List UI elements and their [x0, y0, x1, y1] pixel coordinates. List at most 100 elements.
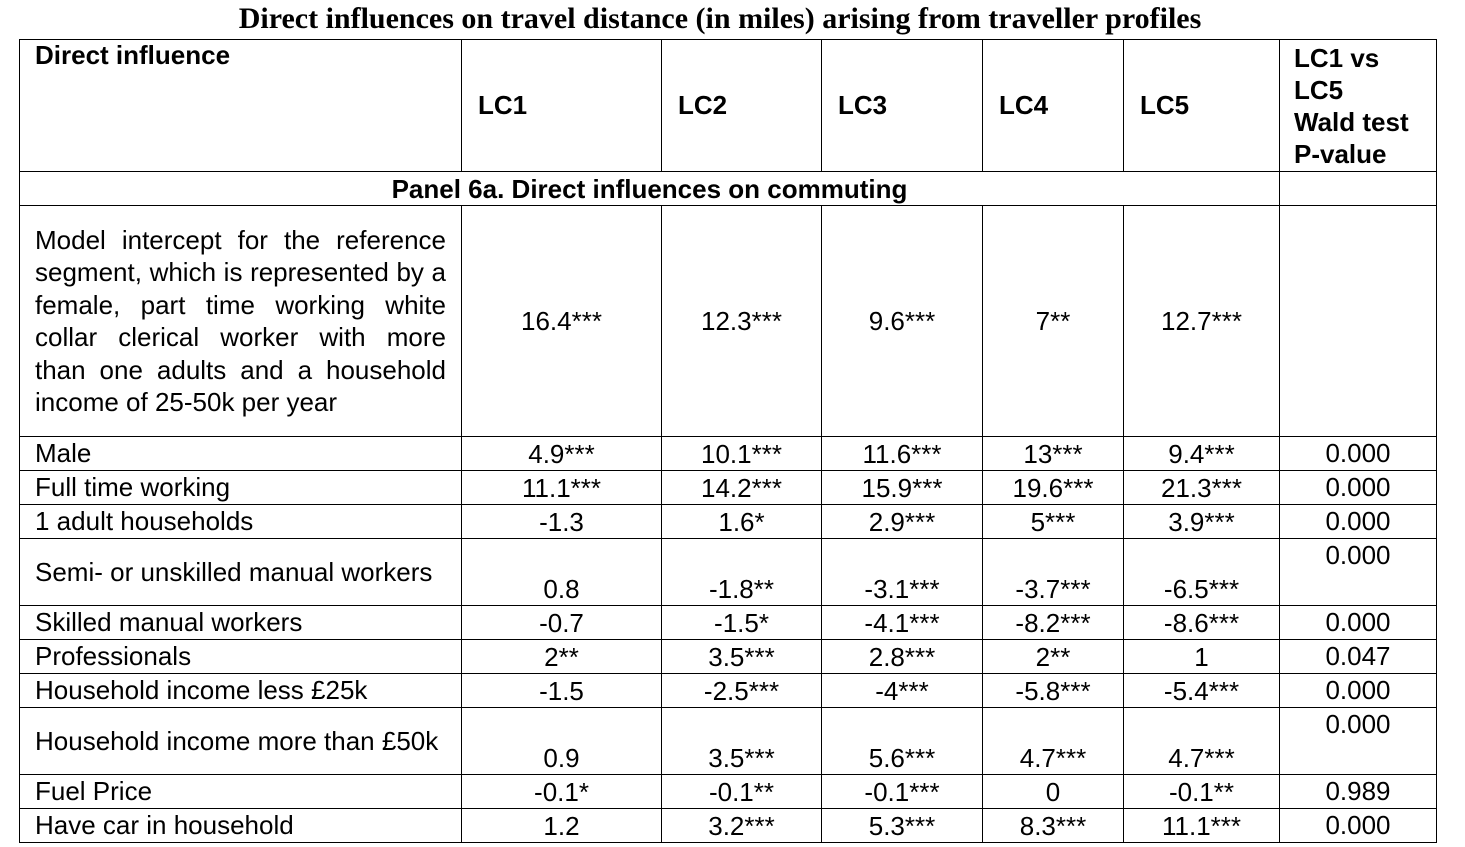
- table-row: Semi- or unskilled manual workers 0.8 -1.8…: [19, 538, 1437, 606]
- cell-lc2: 1.6*: [661, 504, 822, 539]
- table-row: Household income less £25k -1.5 -2.5*** -4*…: [19, 673, 1437, 708]
- cell-lc5: -5.4***: [1123, 673, 1280, 708]
- cell-lc3: 5.3***: [821, 808, 983, 843]
- cell-lc4: 8.3***: [982, 808, 1124, 843]
- cell-lc3: -4.1***: [821, 605, 983, 640]
- cell-lc5: -0.1**: [1123, 774, 1280, 809]
- cell-lc2: 14.2***: [661, 470, 822, 505]
- cell-wald-p-value: 0.000: [1279, 605, 1437, 640]
- table-row: Professionals 2** 3.5*** 2.8*** 2** 1 0.047: [19, 639, 1437, 674]
- cell-wald-p-value: 0.000: [1279, 436, 1437, 471]
- panel-row: Panel 6a. Direct influences on commuting: [19, 171, 1437, 206]
- cell-lc4: -3.7***: [982, 538, 1124, 606]
- cell-lc3: -4***: [821, 673, 983, 708]
- cell-lc2: 3.5***: [661, 639, 822, 674]
- cell-lc4: -5.8***: [982, 673, 1124, 708]
- wald-header-line: P-value: [1294, 138, 1387, 169]
- cell-lc4: 7**: [982, 205, 1124, 437]
- cell-wald-p-value: [1279, 205, 1437, 437]
- header-lc2: LC2: [661, 39, 822, 172]
- header-lc3: LC3: [821, 39, 983, 172]
- cell-wald-p-value: 0.989: [1279, 774, 1437, 809]
- table-row: Full time working 11.1*** 14.2*** 15.9*** 19…: [19, 470, 1437, 505]
- header-lc4: LC4: [982, 39, 1124, 172]
- cell-lc5: 11.1***: [1123, 808, 1280, 843]
- row-label: 1 adult households: [19, 504, 462, 539]
- table-title: Direct influences on travel distance (in…: [238, 2, 1202, 35]
- cell-lc3: 2.9***: [821, 504, 983, 539]
- results-table: Direct influence LC1 LC2 LC3 LC4 LC5 LC1…: [19, 39, 1437, 843]
- cell-lc5: 21.3***: [1123, 470, 1280, 505]
- cell-lc4: 5***: [982, 504, 1124, 539]
- table-row: Household income more than £50k 0.9 3.5***…: [19, 707, 1437, 775]
- table-row: 1 adult households -1.3 1.6* 2.9*** 5*** 3.9*…: [19, 504, 1437, 539]
- cell-lc5: 1: [1123, 639, 1280, 674]
- cell-lc3: 11.6***: [821, 436, 983, 471]
- cell-lc5: -6.5***: [1123, 538, 1280, 606]
- table-row: Male 4.9*** 10.1*** 11.6*** 13*** 9.4*** 0.000: [19, 436, 1437, 471]
- cell-lc4: 4.7***: [982, 707, 1124, 775]
- cell-lc5: -8.6***: [1123, 605, 1280, 640]
- wald-header-line: LC1 vs: [1294, 42, 1380, 73]
- cell-lc3: 5.6***: [821, 707, 983, 775]
- cell-lc1: 0.8: [461, 538, 662, 606]
- cell-lc1: -0.1*: [461, 774, 662, 809]
- row-label: Skilled manual workers: [19, 605, 462, 640]
- panel-title: Panel 6a. Direct influences on commuting: [19, 171, 1280, 206]
- cell-lc4: 2**: [982, 639, 1124, 674]
- header-direct-influence: Direct influence: [19, 39, 462, 172]
- cell-lc1: 4.9***: [461, 436, 662, 471]
- cell-lc3: 15.9***: [821, 470, 983, 505]
- row-label: Household income more than £50k: [19, 707, 462, 775]
- cell-lc5: 4.7***: [1123, 707, 1280, 775]
- row-label: Full time working: [19, 470, 462, 505]
- cell-lc2: -2.5***: [661, 673, 822, 708]
- table-row: Fuel Price -0.1* -0.1** -0.1*** 0 -0.1** 0.989: [19, 774, 1437, 809]
- wald-header-line: Wald test: [1294, 106, 1409, 137]
- cell-wald-p-value: 0.000: [1279, 538, 1437, 606]
- cell-wald-p-value: 0.000: [1279, 808, 1437, 843]
- cell-lc1: -1.5: [461, 673, 662, 708]
- cell-lc2: 3.2***: [661, 808, 822, 843]
- row-label: Male: [19, 436, 462, 471]
- header-wald-test: LC1 vs LC5 Wald test P-value: [1279, 39, 1437, 172]
- cell-lc4: 0: [982, 774, 1124, 809]
- row-label: Household income less £25k: [19, 673, 462, 708]
- row-label: Semi- or unskilled manual workers: [19, 538, 462, 606]
- header-lc1: LC1: [461, 39, 662, 172]
- cell-lc3: -0.1***: [821, 774, 983, 809]
- cell-lc2: -0.1**: [661, 774, 822, 809]
- cell-lc1: 2**: [461, 639, 662, 674]
- row-label: Have car in household: [19, 808, 462, 843]
- cell-wald-p-value: 0.000: [1279, 504, 1437, 539]
- cell-lc3: 2.8***: [821, 639, 983, 674]
- cell-lc2: 3.5***: [661, 707, 822, 775]
- cell-lc1: 1.2: [461, 808, 662, 843]
- cell-lc1: 16.4***: [461, 205, 662, 437]
- cell-wald-p-value: 0.000: [1279, 707, 1437, 775]
- wald-header-line: LC5: [1294, 74, 1344, 105]
- cell-wald-p-value: 0.000: [1279, 470, 1437, 505]
- cell-lc5: 12.7***: [1123, 205, 1280, 437]
- cell-lc4: 13***: [982, 436, 1124, 471]
- table-row: Model intercept for the reference segmen…: [19, 205, 1437, 437]
- cell-lc4: -8.2***: [982, 605, 1124, 640]
- cell-wald-p-value: 0.047: [1279, 639, 1437, 674]
- row-label: Professionals: [19, 639, 462, 674]
- cell-lc5: 9.4***: [1123, 436, 1280, 471]
- row-label: Model intercept for the reference segmen…: [19, 205, 462, 437]
- panel-empty-cell: [1279, 171, 1437, 206]
- cell-lc1: -0.7: [461, 605, 662, 640]
- cell-lc1: -1.3: [461, 504, 662, 539]
- row-label: Fuel Price: [19, 774, 462, 809]
- header-lc5: LC5: [1123, 39, 1280, 172]
- cell-lc2: 10.1***: [661, 436, 822, 471]
- cell-lc2: 12.3***: [661, 205, 822, 437]
- header-row: Direct influence LC1 LC2 LC3 LC4 LC5 LC1…: [19, 39, 1437, 172]
- cell-lc1: 11.1***: [461, 470, 662, 505]
- cell-lc2: -1.5*: [661, 605, 822, 640]
- cell-lc5: 3.9***: [1123, 504, 1280, 539]
- cell-lc2: -1.8**: [661, 538, 822, 606]
- cell-lc3: -3.1***: [821, 538, 983, 606]
- cell-lc1: 0.9: [461, 707, 662, 775]
